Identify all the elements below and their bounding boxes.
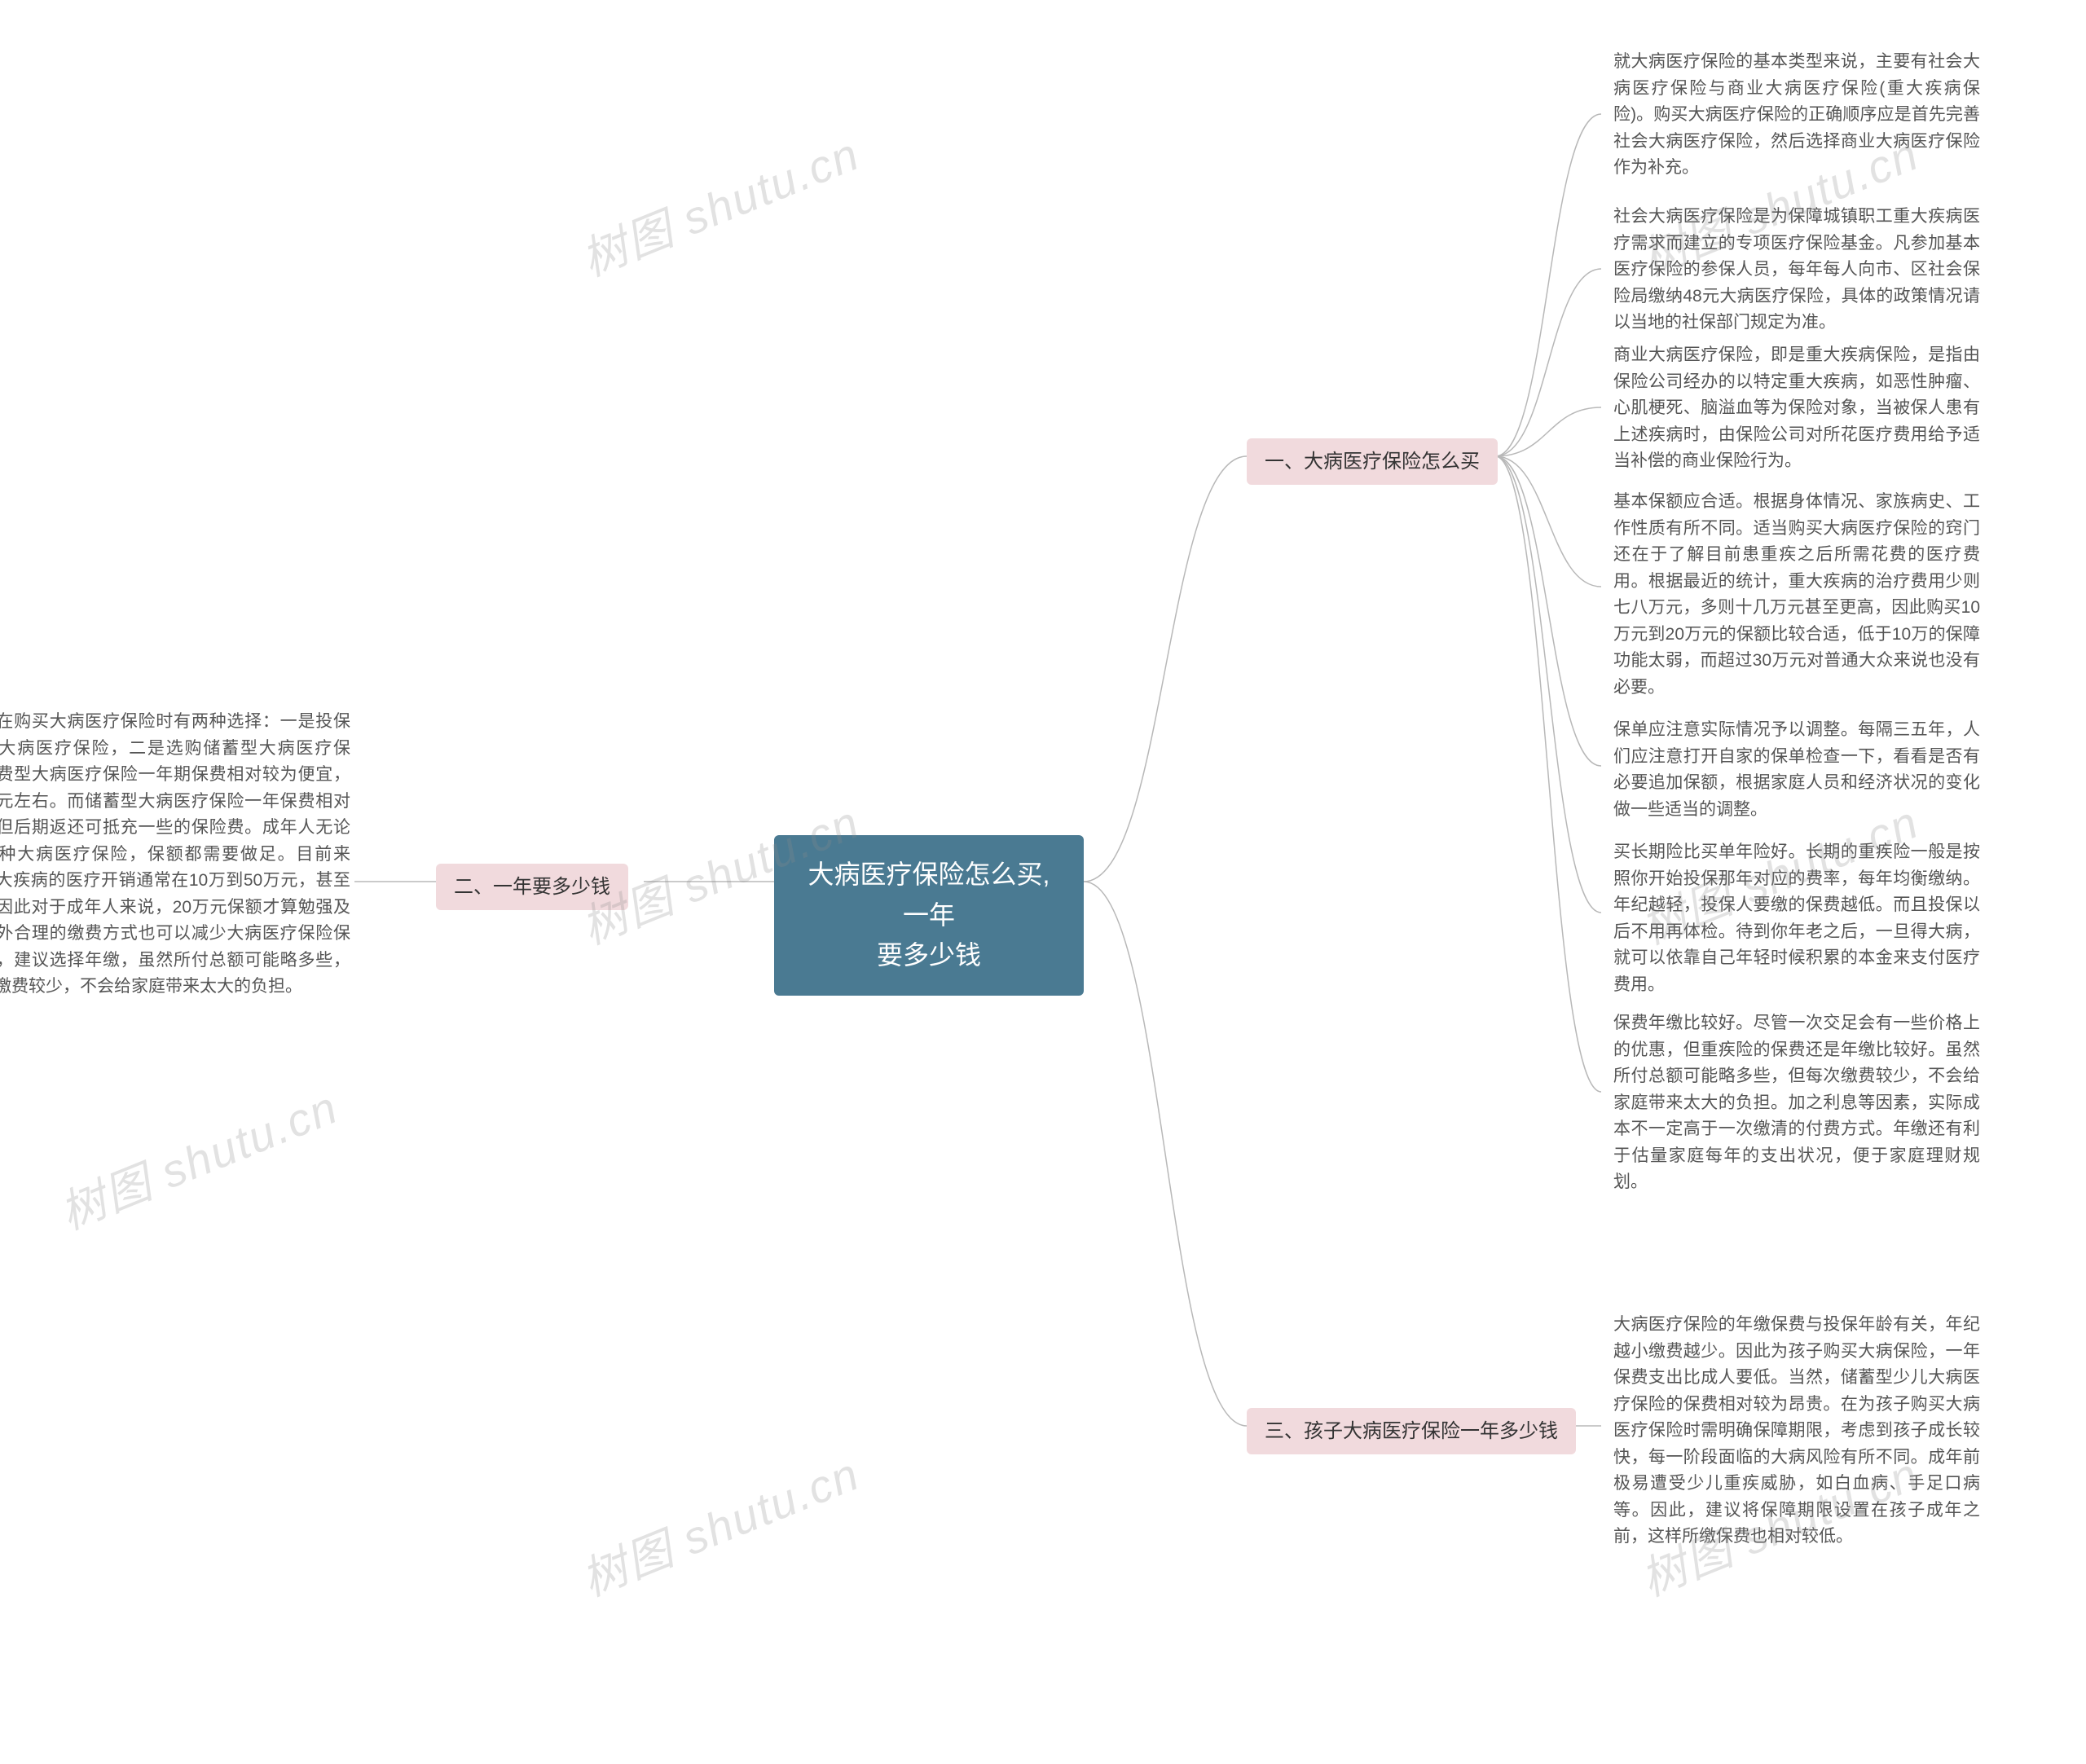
leaf-three-1: 大病医疗保险的年缴保费与投保年龄有关，年纪越小缴费越少。因此为孩子购买大病保险，…	[1613, 1312, 1980, 1551]
root-node: 大病医疗保险怎么买,一年 要多少钱	[774, 835, 1084, 996]
leaf-one-2: 社会大病医疗保险是为保障城镇职工重大疾病医疗需求而建立的专项医疗保险基金。凡参加…	[1613, 204, 1980, 337]
branch-three: 三、孩子大病医疗保险一年多少钱	[1247, 1408, 1576, 1454]
root-title-line2: 要多少钱	[877, 940, 981, 970]
watermark: 树图 shutu.cn	[570, 118, 868, 289]
leaf-two-1: 成年人在购买大病医疗保险时有两种选择：一是投保消费型大病医疗保险，二是选购储蓄型…	[0, 709, 350, 1001]
leaf-one-1: 就大病医疗保险的基本类型来说，主要有社会大病医疗保险与商业大病医疗保险(重大疾病…	[1613, 49, 1980, 182]
watermark: 树图 shutu.cn	[49, 1071, 346, 1243]
leaf-one-7: 保费年缴比较好。尽管一次交足会有一些价格上的优惠，但重疾险的保费还是年缴比较好。…	[1613, 1010, 1980, 1196]
leaf-one-4: 基本保额应合适。根据身体情况、家族病史、工作性质有所不同。适当购买大病医疗保险的…	[1613, 489, 1980, 701]
branch-two: 二、一年要多少钱	[436, 864, 628, 910]
root-title-line1: 大病医疗保险怎么买,一年	[808, 860, 1050, 930]
leaf-one-6: 买长期险比买单年险好。长期的重疾险一般是按照你开始投保那年对应的费率，每年均衡缴…	[1613, 839, 1980, 998]
branch-one: 一、大病医疗保险怎么买	[1247, 438, 1498, 485]
leaf-one-5: 保单应注意实际情况予以调整。每隔三五年，人们应注意打开自家的保单检查一下，看看是…	[1613, 717, 1980, 823]
mindmap-canvas: 大病医疗保险怎么买,一年 要多少钱 一、大病医疗保险怎么买 二、一年要多少钱 三…	[0, 0, 2086, 1764]
leaf-one-3: 商业大病医疗保险，即是重大疾病保险，是指由保险公司经办的以特定重大疾病，如恶性肿…	[1613, 342, 1980, 475]
watermark: 树图 shutu.cn	[570, 1438, 868, 1609]
